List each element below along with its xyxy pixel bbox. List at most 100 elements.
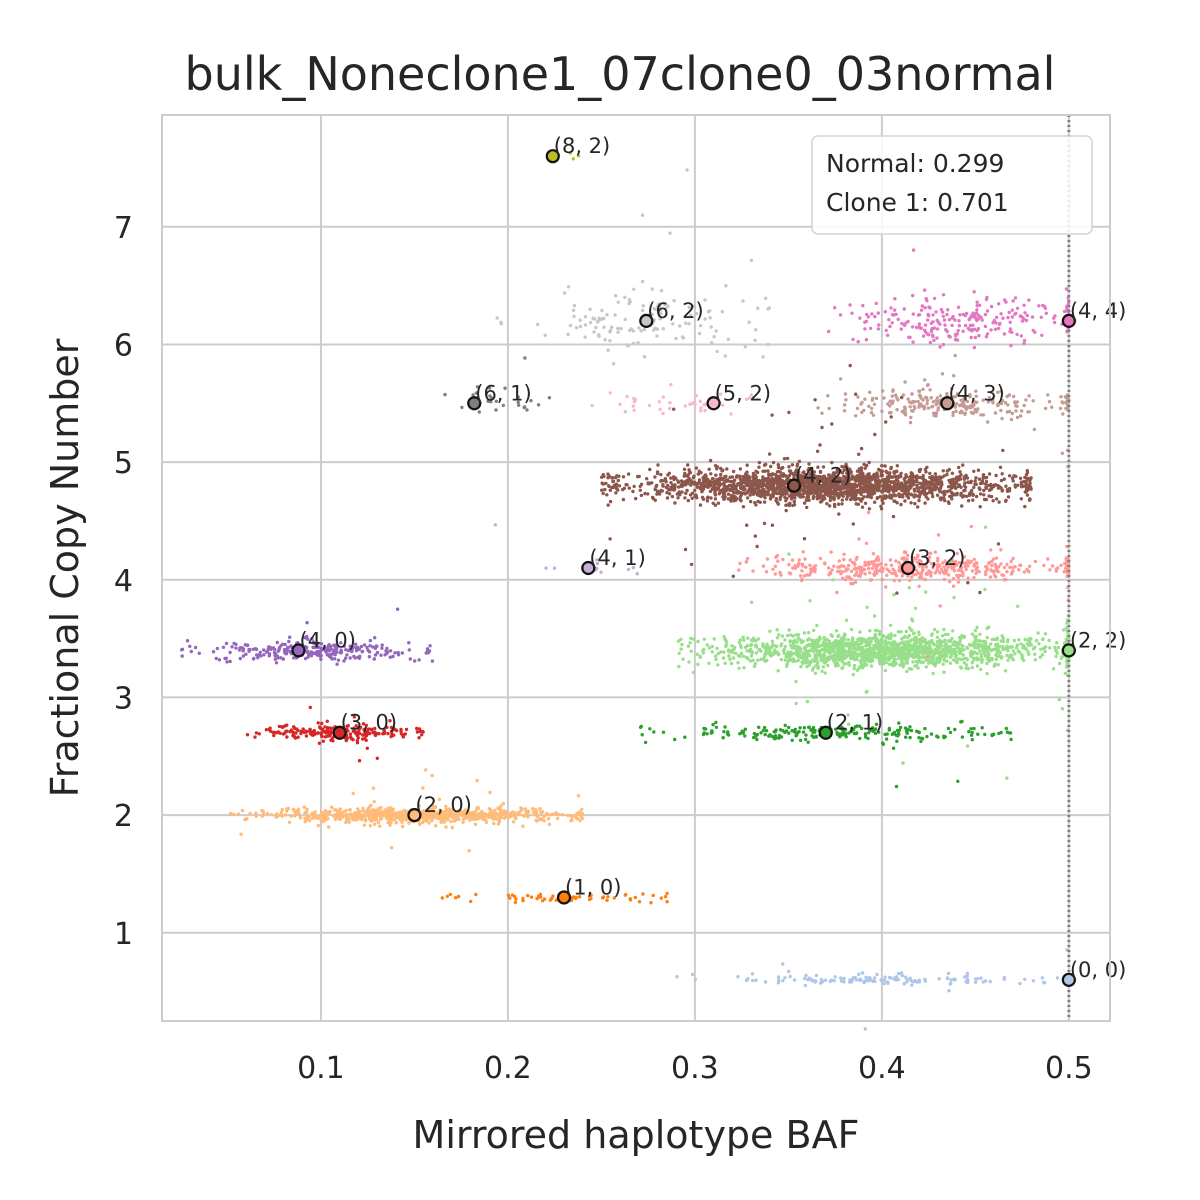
data-point bbox=[962, 648, 966, 652]
data-point bbox=[764, 649, 768, 654]
data-point bbox=[935, 644, 940, 649]
data-point bbox=[417, 736, 421, 740]
data-point bbox=[725, 467, 729, 471]
data-point bbox=[225, 660, 229, 664]
data-point bbox=[809, 570, 813, 575]
data-point bbox=[384, 808, 389, 812]
data-point bbox=[776, 981, 781, 985]
data-point bbox=[970, 730, 974, 735]
data-point bbox=[434, 824, 438, 828]
data-point bbox=[978, 649, 982, 653]
data-point bbox=[983, 640, 988, 644]
data-point bbox=[890, 571, 894, 576]
data-point bbox=[830, 422, 834, 426]
data-point bbox=[919, 739, 923, 744]
data-point bbox=[997, 731, 1001, 736]
data-point bbox=[880, 569, 885, 573]
data-point bbox=[698, 655, 702, 659]
cluster-points bbox=[737, 510, 1071, 659]
data-point bbox=[859, 978, 863, 982]
data-point bbox=[843, 656, 847, 660]
data-point bbox=[902, 640, 906, 645]
data-point bbox=[947, 645, 952, 649]
data-point bbox=[941, 662, 945, 666]
data-point bbox=[802, 574, 807, 578]
data-point bbox=[971, 652, 975, 656]
data-point bbox=[981, 980, 985, 984]
data-point bbox=[367, 655, 372, 659]
data-point bbox=[850, 726, 854, 731]
data-point bbox=[789, 633, 793, 637]
data-point bbox=[715, 465, 720, 469]
data-point bbox=[871, 979, 875, 983]
data-point bbox=[738, 561, 742, 566]
data-point bbox=[812, 566, 816, 570]
data-point bbox=[683, 496, 687, 500]
data-point bbox=[713, 493, 718, 497]
data-point bbox=[775, 628, 779, 632]
data-point bbox=[362, 823, 367, 827]
data-point bbox=[746, 636, 750, 640]
data-point bbox=[417, 727, 422, 731]
data-point bbox=[840, 731, 844, 736]
data-point bbox=[927, 569, 931, 573]
data-point bbox=[860, 666, 865, 670]
data-point bbox=[659, 896, 663, 900]
data-point bbox=[1027, 564, 1032, 568]
data-point bbox=[705, 499, 710, 503]
data-point bbox=[878, 655, 882, 659]
data-point bbox=[815, 654, 819, 658]
data-point bbox=[907, 626, 912, 630]
data-point bbox=[441, 818, 446, 822]
data-point bbox=[901, 761, 905, 765]
data-point bbox=[976, 646, 980, 650]
data-point bbox=[351, 791, 355, 796]
data-point bbox=[344, 820, 348, 825]
data-point bbox=[267, 654, 271, 658]
data-point bbox=[764, 462, 768, 466]
data-point bbox=[809, 978, 813, 982]
data-point bbox=[473, 822, 478, 826]
data-point bbox=[898, 647, 902, 651]
data-point bbox=[854, 731, 858, 736]
data-point bbox=[1011, 658, 1015, 662]
data-point bbox=[731, 469, 736, 474]
data-point bbox=[348, 808, 352, 812]
data-point bbox=[574, 815, 578, 819]
data-point bbox=[723, 637, 728, 642]
data-point bbox=[783, 730, 787, 735]
data-point bbox=[714, 720, 718, 725]
data-point bbox=[975, 625, 979, 630]
data-point bbox=[895, 728, 900, 733]
data-point bbox=[999, 548, 1003, 552]
data-point bbox=[945, 976, 950, 980]
data-point bbox=[943, 559, 947, 563]
data-point bbox=[821, 665, 826, 669]
data-point bbox=[899, 502, 903, 507]
data-point bbox=[305, 807, 309, 811]
data-point bbox=[776, 669, 780, 673]
data-point bbox=[955, 658, 959, 662]
cluster-points bbox=[493, 523, 639, 576]
data-point bbox=[283, 649, 287, 653]
data-point bbox=[319, 731, 323, 735]
data-point bbox=[702, 731, 706, 735]
data-point bbox=[241, 647, 246, 651]
data-point bbox=[847, 660, 851, 665]
data-point bbox=[917, 656, 921, 660]
data-point bbox=[973, 628, 978, 633]
data-point bbox=[884, 737, 889, 741]
data-point bbox=[906, 553, 910, 558]
data-point bbox=[981, 649, 986, 653]
data-point bbox=[900, 973, 904, 978]
data-point bbox=[891, 489, 896, 494]
data-point bbox=[1010, 653, 1014, 657]
data-point bbox=[665, 891, 669, 896]
data-point bbox=[665, 900, 669, 904]
data-point bbox=[691, 670, 696, 675]
data-point bbox=[514, 816, 518, 821]
data-point bbox=[932, 642, 936, 647]
data-point bbox=[946, 726, 951, 731]
data-point bbox=[280, 814, 284, 818]
data-point bbox=[787, 969, 791, 974]
